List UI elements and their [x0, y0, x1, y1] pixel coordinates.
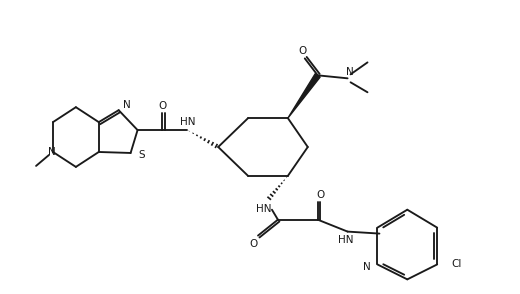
- Polygon shape: [288, 74, 320, 118]
- Text: N: N: [346, 67, 354, 77]
- Text: O: O: [249, 238, 257, 248]
- Text: N: N: [363, 263, 370, 273]
- Text: HN: HN: [338, 235, 354, 245]
- Text: HN: HN: [256, 204, 272, 214]
- Text: O: O: [317, 190, 325, 200]
- Text: O: O: [298, 46, 307, 56]
- Text: N: N: [48, 147, 56, 157]
- Text: Cl: Cl: [451, 259, 461, 269]
- Text: N: N: [123, 100, 131, 110]
- Text: O: O: [158, 101, 166, 111]
- Text: S: S: [138, 150, 145, 160]
- Text: HN: HN: [179, 117, 195, 127]
